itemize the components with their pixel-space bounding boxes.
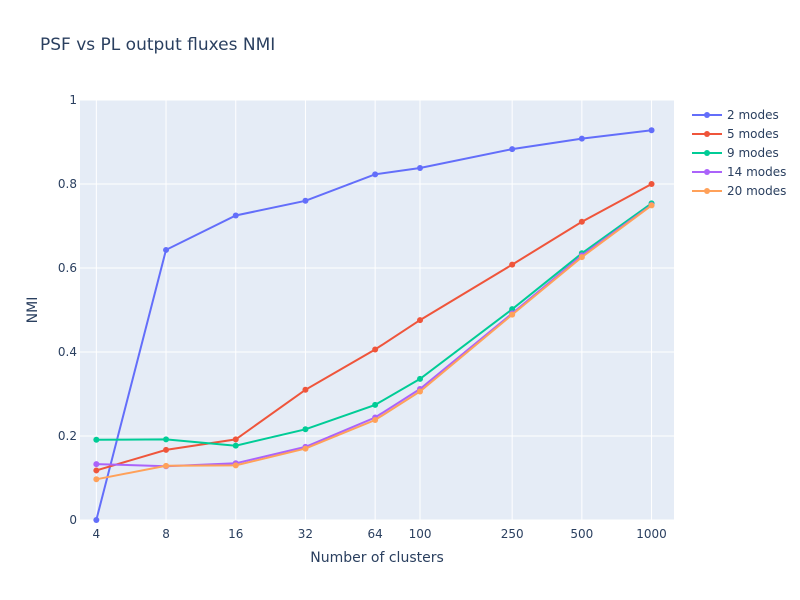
- x-tick-label: 16: [228, 527, 243, 541]
- legend-label: 9 modes: [727, 146, 779, 160]
- data-point: [509, 306, 516, 313]
- x-axis-ticks: 4 8 16 32 64 100 250 500 1000: [93, 527, 667, 541]
- legend-item[interactable]: 5 modes: [692, 127, 779, 141]
- data-point: [302, 445, 309, 452]
- data-point: [232, 212, 239, 219]
- data-point: [417, 317, 424, 324]
- data-point: [509, 146, 516, 153]
- data-point: [163, 462, 170, 469]
- x-tick-label: 32: [298, 527, 313, 541]
- data-point: [93, 476, 100, 483]
- data-point: [372, 346, 379, 353]
- data-point: [232, 442, 239, 449]
- legend-swatch-marker: [704, 112, 710, 118]
- data-point: [372, 401, 379, 408]
- data-point: [93, 461, 100, 468]
- data-point: [163, 446, 170, 453]
- legend-swatch-marker: [704, 188, 710, 194]
- data-point: [648, 127, 655, 134]
- x-tick-label: 64: [368, 527, 383, 541]
- data-point: [93, 517, 100, 523]
- legend: 2 modes 5 modes 9 modes 14 modes 20 modes: [692, 108, 786, 198]
- legend-label: 14 modes: [727, 165, 786, 179]
- x-axis-title: Number of clusters: [310, 550, 444, 566]
- data-point: [232, 436, 239, 443]
- y-tick-label: 0.4: [58, 345, 77, 359]
- series-layer: [93, 127, 655, 523]
- legend-item[interactable]: 14 modes: [692, 165, 786, 179]
- data-point: [417, 388, 424, 395]
- data-point: [648, 181, 655, 187]
- data-point: [648, 202, 655, 209]
- x-tick-label: 8: [162, 527, 170, 541]
- y-axis-ticks: 0 0.2 0.4 0.6 0.8 1: [58, 93, 77, 527]
- y-tick-label: 0.6: [58, 261, 77, 275]
- chart-title: PSF vs PL output fluxes NMI: [40, 35, 275, 55]
- data-point: [163, 436, 170, 443]
- x-tick-label: 1000: [636, 527, 667, 541]
- x-tick-label: 4: [93, 527, 101, 541]
- data-point: [302, 426, 309, 433]
- data-point: [93, 436, 100, 443]
- y-tick-label: 0.8: [58, 177, 77, 191]
- data-point: [93, 467, 100, 474]
- legend-swatch-marker: [704, 169, 710, 175]
- data-point: [372, 171, 379, 178]
- series-1: [93, 127, 655, 523]
- series-5: [93, 202, 655, 483]
- plot-area: [80, 100, 674, 520]
- legend-label: 2 modes: [727, 108, 779, 122]
- x-tick-label: 250: [501, 527, 524, 541]
- y-tick-label: 0.2: [58, 429, 77, 443]
- legend-swatch-marker: [704, 150, 710, 156]
- data-point: [509, 311, 516, 318]
- data-point: [232, 462, 239, 469]
- x-tick-label: 100: [409, 527, 432, 541]
- data-point: [417, 375, 424, 382]
- data-point: [372, 417, 379, 424]
- legend-item[interactable]: 9 modes: [692, 146, 779, 160]
- y-tick-label: 1: [69, 93, 77, 107]
- legend-swatch-marker: [704, 131, 710, 137]
- data-point: [578, 135, 585, 142]
- data-point: [509, 261, 516, 268]
- data-point: [302, 386, 309, 393]
- data-point: [417, 165, 424, 172]
- series-2: [93, 181, 655, 474]
- data-point: [578, 218, 585, 225]
- legend-item[interactable]: 2 modes: [692, 108, 779, 122]
- data-point: [578, 254, 585, 261]
- x-tick-label: 500: [570, 527, 593, 541]
- y-axis-title: NMI: [25, 297, 41, 324]
- legend-item[interactable]: 20 modes: [692, 184, 786, 198]
- data-point: [163, 246, 170, 253]
- y-tick-label: 0: [69, 513, 77, 527]
- data-point: [302, 197, 309, 204]
- legend-label: 20 modes: [727, 184, 786, 198]
- legend-label: 5 modes: [727, 127, 779, 141]
